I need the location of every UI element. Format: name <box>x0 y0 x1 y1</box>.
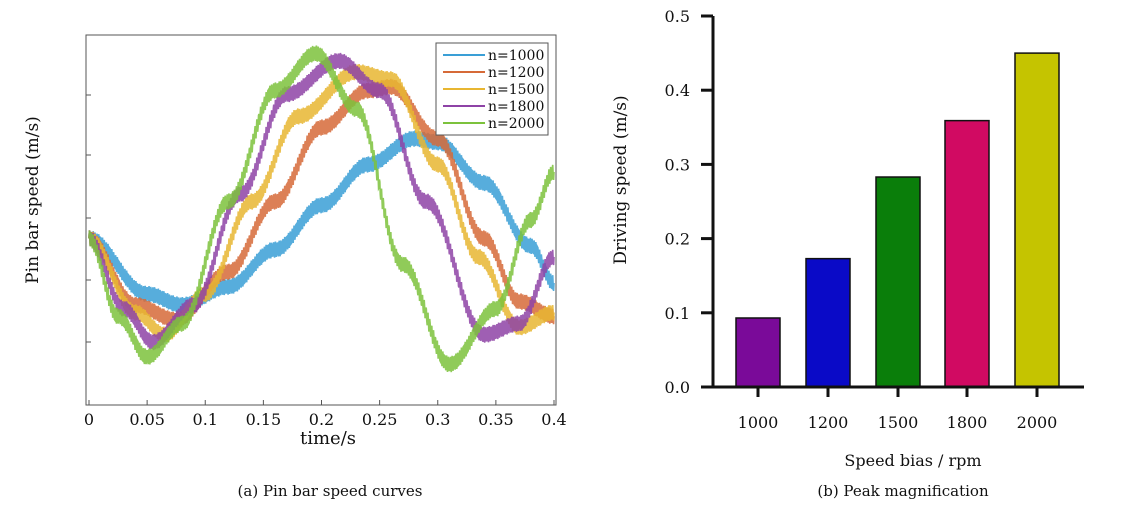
y-tick-label: 0.5 <box>665 7 690 26</box>
y-ticks <box>86 94 91 343</box>
legend-item: n=1500 <box>443 82 544 98</box>
x-tick-label: 2000 <box>1017 413 1058 432</box>
y-tick-label: 0.3 <box>665 155 690 174</box>
y-tick-label: 0.4 <box>665 81 690 100</box>
series-line-n=2000 <box>88 45 555 373</box>
x-tick-label: 0.1 <box>193 410 218 429</box>
legend-item: n=1000 <box>443 48 544 64</box>
bar-2000 <box>1014 52 1060 388</box>
legend-item: n=1200 <box>443 65 544 81</box>
y-tick-label: 0.1 <box>665 304 690 323</box>
peak-magnification-chart: 0.00.10.20.30.40.5 1000 1200 1500 1800 2000 … <box>611 7 1084 500</box>
x-tick-label: 0.35 <box>478 410 514 429</box>
y-ticks: 0.0 0.1 0.2 0.3 0.4 0.5 <box>665 7 713 397</box>
x-tick-label: 1500 <box>878 413 919 432</box>
x-tick-label: 0.15 <box>246 410 282 429</box>
series-line-n=1200 <box>88 78 555 328</box>
y-axis-label: Driving speed (m/s) <box>611 95 631 264</box>
legend-item: n=1800 <box>443 99 544 115</box>
x-tick-label: 0.2 <box>309 410 334 429</box>
speed-curves-chart: 0 0.05 0.1 0.15 0.2 0.25 0.3 0.35 0.4 time/s Pin… <box>23 34 567 500</box>
bar-1200 <box>805 257 851 388</box>
x-tick-label: 1000 <box>738 413 779 432</box>
x-tick-label: 0.25 <box>362 410 398 429</box>
x-tick-label: 0.05 <box>129 410 165 429</box>
x-tick-label: 0.4 <box>541 410 566 429</box>
legend-item: n=2000 <box>443 116 544 132</box>
legend: n=1000 n=1200 n=1500 n=1800 n=2000 <box>435 42 549 136</box>
legend-label: n=1800 <box>488 99 544 115</box>
bar-1800 <box>944 119 990 388</box>
series-layer <box>88 45 555 373</box>
legend-label: n=2000 <box>488 116 544 132</box>
caption-b: (b) Peak magnification <box>817 482 989 500</box>
caption-a: (a) Pin bar speed curves <box>238 482 423 500</box>
x-ticks: 1000 1200 1500 1800 2000 <box>738 387 1058 432</box>
y-axis-label: Pin bar speed (m/s) <box>23 116 43 284</box>
legend-label: n=1000 <box>488 48 544 64</box>
x-axis-label: Speed bias / rpm <box>844 451 981 470</box>
y-tick-label: 0.2 <box>665 230 690 249</box>
y-tick-label: 0.0 <box>665 378 690 397</box>
bar-1000 <box>735 317 781 388</box>
x-axis-label: time/s <box>300 428 356 449</box>
x-tick-label: 1200 <box>808 413 849 432</box>
x-tick-label: 0 <box>84 410 94 429</box>
legend-label: n=1500 <box>488 82 544 98</box>
bar-1500 <box>875 176 921 388</box>
bars-layer <box>735 52 1060 388</box>
x-tick-label: 0.3 <box>425 410 450 429</box>
legend-label: n=1200 <box>488 65 544 81</box>
x-tick-label: 1800 <box>947 413 988 432</box>
series-line-n=1000 <box>88 130 555 314</box>
x-ticks: 0 0.05 0.1 0.15 0.2 0.25 0.3 0.35 0.4 <box>84 400 567 429</box>
